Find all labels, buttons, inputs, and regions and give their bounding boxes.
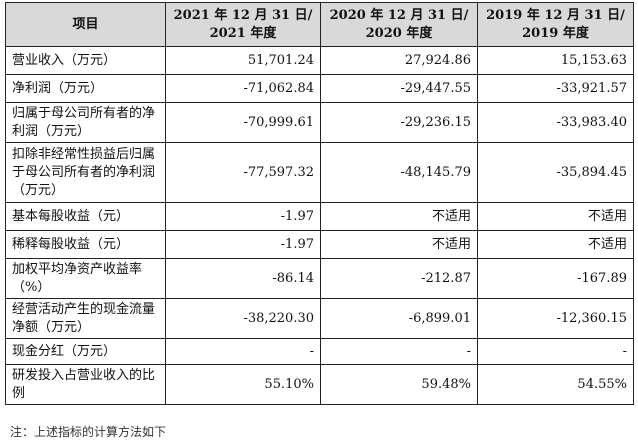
cell-2019: -12,360.15 xyxy=(477,298,634,339)
table-row: 加权平均净资产收益率（%） -86.14 -212.87 -167.89 xyxy=(5,258,634,299)
cell-2019: 不适用 xyxy=(477,202,634,231)
table-row: 归属于母公司所有者的净利润（万元） -70,999.61 -29,236.15 … xyxy=(5,102,634,143)
financial-indicators-table: 项目 2021 年 12 月 31 日/ 2021 年度 2020 年 12 月… xyxy=(5,2,634,405)
cell-2020: -212.87 xyxy=(320,258,478,299)
table-row: 研发投入占营业收入的比例 55.10% 59.48% 54.55% xyxy=(5,364,634,405)
cell-2020: - xyxy=(320,338,478,365)
row-label: 研发投入占营业收入的比例 xyxy=(5,364,166,405)
cell-2020: -6,899.01 xyxy=(320,298,478,339)
cell-2020: 27,924.86 xyxy=(320,46,478,75)
row-label: 稀释每股收益（元） xyxy=(5,230,166,259)
header-2020: 2020 年 12 月 31 日/ 2020 年度 xyxy=(320,2,478,47)
header-item: 项目 xyxy=(5,2,166,47)
cell-2019: -33,921.57 xyxy=(477,74,634,103)
cell-2021: - xyxy=(165,338,321,365)
cell-2021: -70,999.61 xyxy=(165,102,321,143)
table-row: 现金分红（万元） - - - xyxy=(5,338,634,365)
footnote: 注：上述指标的计算方法如下 xyxy=(10,425,167,439)
row-label: 加权平均净资产收益率（%） xyxy=(5,258,166,299)
table-row: 净利润（万元） -71,062.84 -29,447.55 -33,921.57 xyxy=(5,74,634,103)
cell-2021: -1.97 xyxy=(165,230,321,259)
cell-2020: 不适用 xyxy=(320,230,478,259)
header-2021: 2021 年 12 月 31 日/ 2021 年度 xyxy=(165,2,321,47)
cell-2020: -48,145.79 xyxy=(320,142,478,203)
row-label: 净利润（万元） xyxy=(5,74,166,103)
cell-2019: 不适用 xyxy=(477,230,634,259)
cell-2021: -71,062.84 xyxy=(165,74,321,103)
cell-2019: 54.55% xyxy=(477,364,634,405)
header-2019: 2019 年 12 月 31 日/ 2019 年度 xyxy=(477,2,634,47)
table-row: 经营活动产生的现金流量净额（万元） -38,220.30 -6,899.01 -… xyxy=(5,298,634,339)
cell-2019: -35,894.45 xyxy=(477,142,634,203)
row-label: 现金分红（万元） xyxy=(5,338,166,365)
cell-2019: -33,983.40 xyxy=(477,102,634,143)
cell-2021: -86.14 xyxy=(165,258,321,299)
table-header-row: 项目 2021 年 12 月 31 日/ 2021 年度 2020 年 12 月… xyxy=(5,2,634,47)
cell-2020: -29,447.55 xyxy=(320,74,478,103)
cell-2021: 55.10% xyxy=(165,364,321,405)
table-row: 基本每股收益（元） -1.97 不适用 不适用 xyxy=(5,202,634,231)
cell-2019: -167.89 xyxy=(477,258,634,299)
table-row: 扣除非经常性损益后归属于母公司所有者的净利润（万元） -77,597.32 -4… xyxy=(5,142,634,203)
row-label: 基本每股收益（元） xyxy=(5,202,166,231)
cell-2019: - xyxy=(477,338,634,365)
row-label: 扣除非经常性损益后归属于母公司所有者的净利润（万元） xyxy=(5,142,166,203)
cell-2020: 59.48% xyxy=(320,364,478,405)
cell-2020: 不适用 xyxy=(320,202,478,231)
table-row: 营业收入（万元） 51,701.24 27,924.86 15,153.63 xyxy=(5,46,634,75)
cell-2021: -38,220.30 xyxy=(165,298,321,339)
cell-2019: 15,153.63 xyxy=(477,46,634,75)
row-label: 归属于母公司所有者的净利润（万元） xyxy=(5,102,166,143)
row-label: 营业收入（万元） xyxy=(5,46,166,75)
table-row: 稀释每股收益（元） -1.97 不适用 不适用 xyxy=(5,230,634,259)
cell-2021: -1.97 xyxy=(165,202,321,231)
row-label: 经营活动产生的现金流量净额（万元） xyxy=(5,298,166,339)
cell-2020: -29,236.15 xyxy=(320,102,478,143)
cell-2021: -77,597.32 xyxy=(165,142,321,203)
cell-2021: 51,701.24 xyxy=(165,46,321,75)
